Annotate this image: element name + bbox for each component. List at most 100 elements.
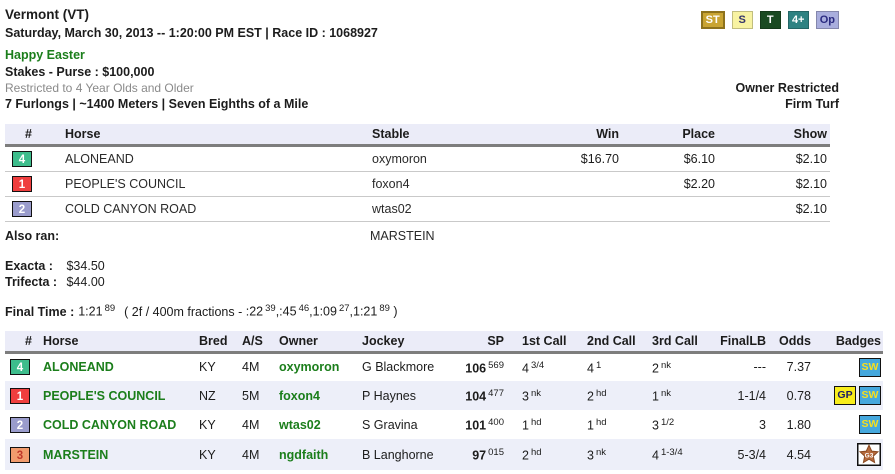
owner-link[interactable]: oxymoron <box>279 360 340 375</box>
age-sex-value: 5M <box>242 388 260 403</box>
horse-name-link[interactable]: PEOPLE'S COUNCIL <box>43 388 166 403</box>
sire-winner-badge: SW <box>859 386 881 405</box>
win-payout <box>530 196 622 222</box>
results-col-as: A/S <box>240 330 277 354</box>
trifecta-label: Trifecta : <box>5 275 58 289</box>
also-ran-horse: MARSTEIN <box>370 229 435 243</box>
grade-label: G3 <box>865 453 874 460</box>
horse-name-link[interactable]: MARSTEIN <box>43 447 109 462</box>
results-row: 1 PEOPLE'S COUNCIL NZ 5M foxon4 P Haynes… <box>5 381 883 410</box>
call3-margin: 1/2 <box>660 416 675 428</box>
saddle-number-badge: 2 <box>12 201 32 217</box>
stakes-badge: ST <box>700 11 725 29</box>
age-sex-value: 4M <box>242 360 260 375</box>
owner-link[interactable]: ngdfaith <box>279 447 329 462</box>
call2-pos: 1 <box>587 418 594 433</box>
purse-line: Stakes - Purse : $100,000 <box>5 65 155 79</box>
place-payout: $2.20 <box>622 171 718 197</box>
odds-value: 7.37 <box>786 360 811 375</box>
race-name: Happy Easter <box>5 48 85 62</box>
trifecta-line: Trifecta : $44.00 <box>5 274 895 290</box>
call2-pos: 2 <box>587 389 594 404</box>
results-table: # Horse Bred A/S Owner Jockey SP 1st Cal… <box>5 330 883 470</box>
bred-value: KY <box>199 447 216 462</box>
results-col-call2: 2nd Call <box>575 330 640 354</box>
saddle-number-badge: 4 <box>10 359 30 376</box>
call2-pos: 3 <box>587 448 594 463</box>
call3-pos: 3 <box>652 418 659 433</box>
saddle-number-badge: 4 <box>12 151 32 167</box>
fraction-4: ,1:21 <box>349 304 378 319</box>
stable-name: oxymoron <box>370 145 530 172</box>
call1-pos: 1 <box>522 418 529 433</box>
jockey-name: G Blackmore <box>362 360 435 375</box>
final-lengths-behind: 5-3/4 <box>737 447 767 462</box>
results-header-row: # Horse Bred A/S Owner Jockey SP 1st Cal… <box>5 330 883 354</box>
gp-badge: GP <box>834 386 856 405</box>
saddle-number-badge: 1 <box>12 176 32 192</box>
payout-table: # Horse Stable Win Place Show 4 ALONEAND… <box>5 124 830 222</box>
final-time-value: 1:21 <box>78 304 103 319</box>
show-payout: $2.10 <box>718 196 830 222</box>
results-col-bred: Bred <box>197 330 240 354</box>
results-col-owner: Owner <box>277 330 360 354</box>
odds-value: 1.80 <box>786 417 811 432</box>
final-lengths-behind: 3 <box>759 417 766 432</box>
wager-payouts: Exacta : $34.50 Trifecta : $44.00 <box>5 258 895 290</box>
fraction-2: ,:45 <box>275 304 297 319</box>
call2-pos: 4 <box>587 361 594 375</box>
trifecta-value: $44.00 <box>66 275 105 289</box>
exacta-value: $34.50 <box>66 259 105 273</box>
call3-pos: 2 <box>652 361 659 375</box>
payout-row: 1 PEOPLE'S COUNCIL foxon4 $2.20 $2.10 <box>5 171 830 197</box>
place-payout <box>622 196 718 222</box>
owner-link[interactable]: foxon4 <box>279 388 320 403</box>
jockey-name: S Gravina <box>362 417 418 432</box>
call3-margin: nk <box>660 387 671 399</box>
call1-margin: hd <box>530 416 542 428</box>
exacta-line: Exacta : $34.50 <box>5 258 895 274</box>
call1-margin: nk <box>530 387 541 399</box>
payout-col-num: # <box>5 124 63 147</box>
horse-name-link[interactable]: ALONEAND <box>43 360 114 375</box>
payout-col-show: Show <box>718 124 830 147</box>
payout-header-row: # Horse Stable Win Place Show <box>5 124 830 147</box>
call1-margin: 3/4 <box>530 359 545 371</box>
results-col-call3: 3rd Call <box>640 330 712 354</box>
payout-col-horse: Horse <box>63 124 370 147</box>
odds-value: 0.78 <box>786 388 811 403</box>
payout-col-stable: Stable <box>370 124 530 147</box>
sire-winner-badge: SW <box>859 357 881 377</box>
bred-value: NZ <box>199 388 216 403</box>
saddle-number-badge: 3 <box>10 446 30 463</box>
bred-value: KY <box>199 417 216 432</box>
call3-pos: 1 <box>652 389 659 404</box>
payout-row: 4 ALONEAND oxymoron $16.70 $6.10 $2.10 <box>5 145 830 172</box>
call1-pos: 4 <box>522 361 529 375</box>
also-ran-label: Also ran: <box>5 229 60 243</box>
s-badge: S <box>731 11 753 29</box>
track-name: Vermont (VT) <box>5 7 90 22</box>
race-header-info: Vermont (VT) Saturday, March 30, 2013 --… <box>5 6 378 112</box>
call1-pos: 2 <box>522 448 529 463</box>
jockey-name: B Langhorne <box>362 447 434 462</box>
speed-figure-sup: 400 <box>488 416 504 428</box>
exacta-label: Exacta : <box>5 259 53 273</box>
results-col-sp: SP <box>455 330 510 354</box>
call3-margin: nk <box>660 359 671 371</box>
results-col-finallb: FinalLB <box>712 330 770 354</box>
results-row: 4 ALONEAND KY 4M oxymoron G Blackmore 10… <box>5 352 883 381</box>
horse-name-link[interactable]: COLD CANYON ROAD <box>43 417 177 432</box>
turf-badge: T <box>759 11 781 29</box>
sire-winner-badge: SW <box>859 415 881 434</box>
fraction-2-sup: 46 <box>298 303 310 314</box>
owner-link[interactable]: wtas02 <box>279 417 321 432</box>
odds-value: 4.54 <box>786 447 811 462</box>
age-sex-value: 4M <box>242 417 260 432</box>
call2-margin: hd <box>595 387 607 399</box>
call1-pos: 3 <box>522 389 529 404</box>
speed-figure: 101 <box>465 418 487 433</box>
saddle-number-badge: 2 <box>10 416 30 433</box>
final-lengths-behind: 1-1/4 <box>737 388 767 403</box>
